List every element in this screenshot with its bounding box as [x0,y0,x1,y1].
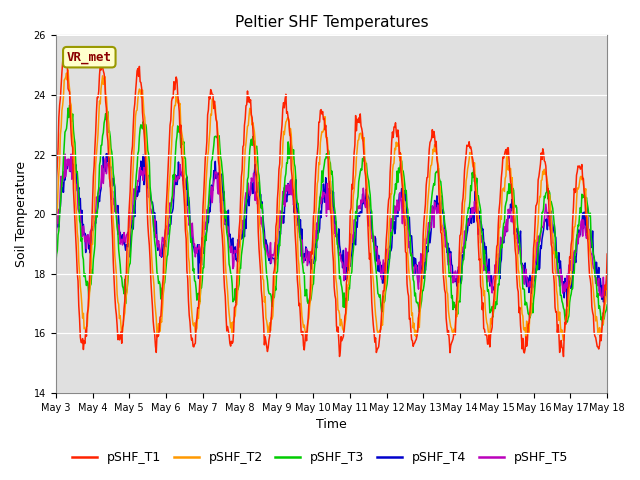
pSHF_T5 [52,229,60,235]
pSHF_T2 [175,102,183,108]
pSHF_T1 [415,308,423,313]
X-axis label: Time: Time [316,419,347,432]
pSHF_T3 [175,125,183,131]
pSHF_T5 [175,174,183,180]
pSHF_T2 [205,148,212,154]
pSHF_T5 [61,151,69,157]
pSHF_T3 [415,309,423,314]
pSHF_T5 [598,294,605,300]
pSHF_T5 [205,204,212,209]
pSHF_T3 [604,302,611,308]
pSHF_T2 [604,273,611,279]
Legend: pSHF_T1, pSHF_T2, pSHF_T3, pSHF_T4, pSHF_T5: pSHF_T1, pSHF_T2, pSHF_T3, pSHF_T4, pSHF… [67,446,573,469]
Line: pSHF_T1: pSHF_T1 [56,56,607,357]
Line: pSHF_T5: pSHF_T5 [56,154,607,297]
pSHF_T1 [62,55,70,61]
Text: VR_met: VR_met [67,51,112,64]
Title: Peltier SHF Temperatures: Peltier SHF Temperatures [235,15,428,30]
pSHF_T1 [52,198,60,204]
pSHF_T4 [399,184,407,190]
pSHF_T1 [175,109,183,115]
pSHF_T2 [62,74,70,80]
pSHF_T1 [399,204,407,210]
pSHF_T1 [559,354,567,360]
pSHF_T2 [522,338,530,344]
pSHF_T4 [62,169,70,175]
pSHF_T5 [604,266,611,272]
Y-axis label: Soil Temperature: Soil Temperature [15,161,28,267]
pSHF_T2 [399,182,407,188]
pSHF_T4 [415,267,423,273]
pSHF_T1 [205,107,212,113]
pSHF_T2 [415,324,423,330]
pSHF_T3 [399,168,407,174]
pSHF_T2 [120,319,127,325]
pSHF_T4 [563,303,571,309]
pSHF_T3 [62,128,70,133]
pSHF_T4 [175,176,183,181]
pSHF_T5 [120,237,127,242]
pSHF_T1 [604,251,611,257]
pSHF_T4 [604,288,611,294]
pSHF_T5 [63,165,70,170]
pSHF_T4 [102,151,110,156]
Line: pSHF_T4: pSHF_T4 [56,154,607,306]
pSHF_T4 [205,219,212,225]
pSHF_T4 [52,228,60,234]
pSHF_T3 [66,102,74,108]
pSHF_T2 [52,240,60,245]
pSHF_T5 [415,259,423,265]
pSHF_T5 [399,194,407,200]
pSHF_T3 [52,262,60,267]
pSHF_T1 [120,322,127,327]
pSHF_T1 [63,53,70,59]
Line: pSHF_T3: pSHF_T3 [56,105,607,325]
pSHF_T2 [64,67,72,73]
Line: pSHF_T2: pSHF_T2 [56,70,607,341]
pSHF_T3 [205,203,212,209]
pSHF_T4 [120,240,127,246]
pSHF_T3 [599,323,607,328]
pSHF_T3 [120,285,127,291]
